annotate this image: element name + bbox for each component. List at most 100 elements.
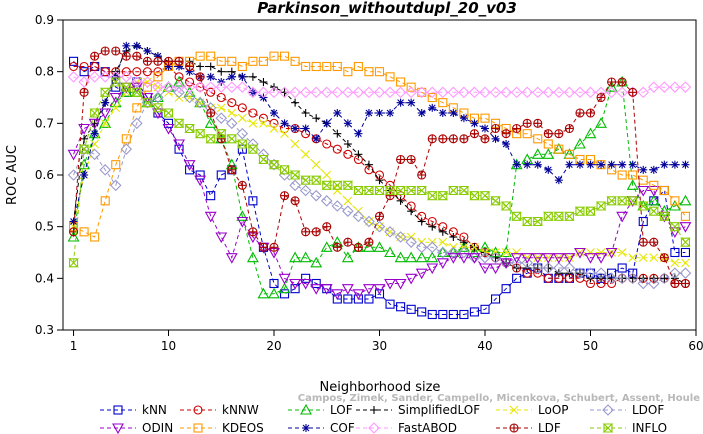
data-point xyxy=(183,160,196,171)
data-point xyxy=(680,211,691,221)
data-point xyxy=(668,199,681,211)
data-point xyxy=(532,216,544,227)
data-point xyxy=(152,81,164,93)
data-point xyxy=(553,86,565,99)
data-point xyxy=(80,171,89,179)
data-point xyxy=(373,284,386,295)
data-point xyxy=(278,273,291,285)
data-point xyxy=(310,175,322,185)
data-point xyxy=(257,287,270,299)
data-point xyxy=(227,56,237,66)
data-point xyxy=(479,191,491,201)
data-point xyxy=(480,113,490,123)
series-line xyxy=(73,76,686,93)
data-point xyxy=(396,98,405,107)
data-point xyxy=(322,61,332,72)
data-point xyxy=(142,98,153,108)
data-point xyxy=(373,241,386,252)
data-point xyxy=(206,72,215,81)
data-point xyxy=(173,81,185,93)
data-point xyxy=(341,284,354,295)
data-point xyxy=(206,87,216,97)
data-point xyxy=(88,71,101,83)
data-point xyxy=(479,86,491,99)
data-point xyxy=(215,81,228,93)
data-point xyxy=(649,237,659,247)
data-point xyxy=(246,251,259,263)
data-point xyxy=(363,185,375,196)
data-point xyxy=(185,77,195,87)
data-point xyxy=(405,185,417,196)
data-point xyxy=(216,103,226,113)
data-point xyxy=(544,165,553,174)
data-point xyxy=(384,246,396,258)
data-point xyxy=(342,180,354,190)
data-point xyxy=(574,247,586,259)
x-tick-label: 40 xyxy=(477,339,492,353)
data-point xyxy=(595,253,607,264)
data-point xyxy=(291,98,300,107)
data-point xyxy=(310,86,322,99)
data-point xyxy=(227,72,236,81)
data-point xyxy=(448,185,459,196)
data-point xyxy=(206,191,216,201)
data-point xyxy=(427,309,437,320)
data-point xyxy=(332,144,342,154)
data-point xyxy=(626,179,639,190)
data-point xyxy=(236,127,249,140)
data-point xyxy=(574,137,586,149)
data-point xyxy=(195,51,205,61)
legend-item-odin: ODIN xyxy=(100,421,173,434)
data-point xyxy=(553,211,565,221)
data-point xyxy=(141,76,154,88)
data-point xyxy=(501,284,511,294)
data-point xyxy=(258,242,269,252)
data-point xyxy=(248,56,258,66)
data-point xyxy=(448,309,458,320)
legend-label: SimplifiedLOF xyxy=(398,403,480,417)
data-point xyxy=(301,149,311,159)
data-point xyxy=(289,179,301,192)
data-point xyxy=(670,160,679,169)
data-point xyxy=(564,211,575,221)
legend-item-kdeos: KDEOS xyxy=(180,421,264,434)
data-point xyxy=(269,242,279,252)
data-point xyxy=(500,201,512,211)
data-point xyxy=(343,196,353,206)
data-point xyxy=(352,86,365,99)
legend-label: kNN xyxy=(142,403,167,417)
data-point xyxy=(343,294,353,304)
data-point xyxy=(142,82,152,92)
data-point xyxy=(342,205,354,217)
data-point xyxy=(616,196,628,206)
y-tick-label: 0.7 xyxy=(35,116,54,130)
data-point xyxy=(226,81,238,93)
data-point xyxy=(679,81,692,93)
y-tick-label: 0.5 xyxy=(35,220,54,234)
data-point xyxy=(364,67,374,77)
data-point xyxy=(331,200,344,212)
data-point xyxy=(396,302,406,312)
y-tick-label: 0.6 xyxy=(35,168,54,182)
data-point xyxy=(659,211,670,221)
data-point xyxy=(289,86,301,99)
data-point xyxy=(173,118,185,128)
data-point xyxy=(152,91,164,104)
data-point xyxy=(575,108,585,118)
data-point xyxy=(479,263,491,275)
data-point xyxy=(638,175,648,185)
data-point xyxy=(670,278,680,289)
data-point xyxy=(543,129,553,139)
data-point xyxy=(194,81,206,93)
data-point xyxy=(279,289,290,299)
data-point xyxy=(459,114,468,123)
data-point xyxy=(669,81,681,93)
data-point xyxy=(194,175,207,187)
data-point xyxy=(584,86,597,99)
data-point xyxy=(374,67,385,77)
data-point xyxy=(333,129,342,138)
data-point xyxy=(648,206,660,216)
legend: kNN kNNW LOF SimplifiedLOF LoOP LDOF ODIN KDEOS… xyxy=(100,403,667,434)
data-point xyxy=(415,251,428,263)
data-point xyxy=(152,91,164,103)
